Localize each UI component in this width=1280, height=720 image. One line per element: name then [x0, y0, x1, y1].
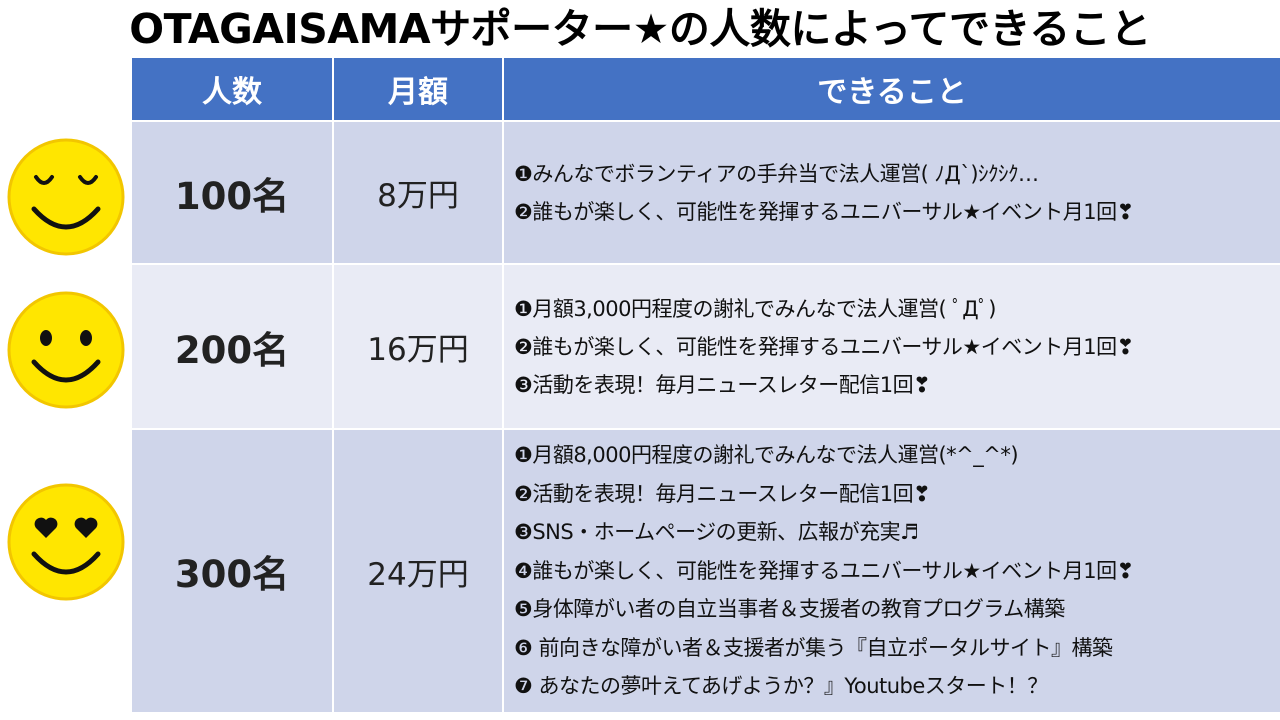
benefit-item: ❺身体障がい者の自立当事者＆支援者の教育プログラム構築 [514, 597, 1065, 622]
header-fee: 月額 [332, 58, 504, 122]
benefit-item: ❶月額8,000円程度の謝礼でみんなで法人運営(*^_^*) [514, 443, 1019, 468]
smiley-dot-eyes-icon [7, 291, 125, 409]
smiley-heart-eyes-icon [7, 483, 125, 601]
table-row: 300名 24万円 ❶月額8,000円程度の謝礼でみんなで法人運営(*^_^*)… [130, 428, 1280, 714]
row-fee: 8万円 [332, 120, 504, 265]
header-count: 人数 [130, 58, 334, 122]
smiley-closed-eyes-icon [7, 138, 125, 256]
page-title: OTAGAISAMAサポーター★の人数によってできること [129, 5, 1151, 53]
table-row: 200名 16万円 ❶月額3,000円程度の謝礼でみんなで法人運営( ﾟДﾟ) … [130, 263, 1280, 430]
benefit-list: ❶月額3,000円程度の謝礼でみんなで法人運営( ﾟДﾟ) ❷誰もが楽しく、可能… [514, 290, 1280, 404]
row-fee: 24万円 [332, 428, 504, 714]
supporter-table: 人数 月額 できること 100名 8万円 ❶みんなでボランティアの手弁当で法人運… [130, 58, 1280, 714]
benefit-item: ❻ 前向きな障がい者＆支援者が集う『自立ポータルサイト』構築 [514, 635, 1113, 660]
benefit-item: ❷誰もが楽しく、可能性を発揮するユニバーサル★イベント月1回❣ [514, 199, 1134, 224]
benefit-item: ❷誰もが楽しく、可能性を発揮するユニバーサル★イベント月1回❣ [514, 334, 1134, 359]
benefit-item: ❶みんなでボランティアの手弁当で法人運営( ﾉД`)ｼｸｼｸ… [514, 161, 1039, 186]
benefit-item: ❸SNS・ホームページの更新、広報が充実♬ [514, 520, 919, 545]
benefit-item: ❶月額3,000円程度の謝礼でみんなで法人運営( ﾟДﾟ) [514, 296, 996, 321]
row-benefits: ❶みんなでボランティアの手弁当で法人運営( ﾉД`)ｼｸｼｸ… ❷誰もが楽しく、… [502, 120, 1280, 265]
row-count: 100名 [130, 120, 334, 265]
benefit-item: ❸活動を表現！毎月ニュースレター配信1回❣ [514, 372, 931, 397]
benefit-item: ❹誰もが楽しく、可能性を発揮するユニバーサル★イベント月1回❣ [514, 558, 1134, 583]
row-count: 300名 [130, 428, 334, 714]
benefit-list: ❶みんなでボランティアの手弁当で法人運営( ﾉД`)ｼｸｼｸ… ❷誰もが楽しく、… [514, 155, 1280, 231]
benefit-item: ❷活動を表現！毎月ニュースレター配信1回❣ [514, 481, 931, 506]
row-benefits: ❶月額3,000円程度の謝礼でみんなで法人運営( ﾟДﾟ) ❷誰もが楽しく、可能… [502, 263, 1280, 430]
row-count: 200名 [130, 263, 334, 430]
table-header-row: 人数 月額 できること [130, 58, 1280, 122]
header-benefits: できること [502, 58, 1280, 122]
row-fee: 16万円 [332, 263, 504, 430]
table-row: 100名 8万円 ❶みんなでボランティアの手弁当で法人運営( ﾉД`)ｼｸｼｸ…… [130, 120, 1280, 265]
benefit-list: ❶月額8,000円程度の謝礼でみんなで法人運営(*^_^*) ❷活動を表現！毎月… [514, 436, 1280, 706]
benefit-item: ❼ あなたの夢叶えてあげようか？』Youtubeスタート！？ [514, 674, 1048, 699]
row-benefits: ❶月額8,000円程度の謝礼でみんなで法人運営(*^_^*) ❷活動を表現！毎月… [502, 428, 1280, 714]
